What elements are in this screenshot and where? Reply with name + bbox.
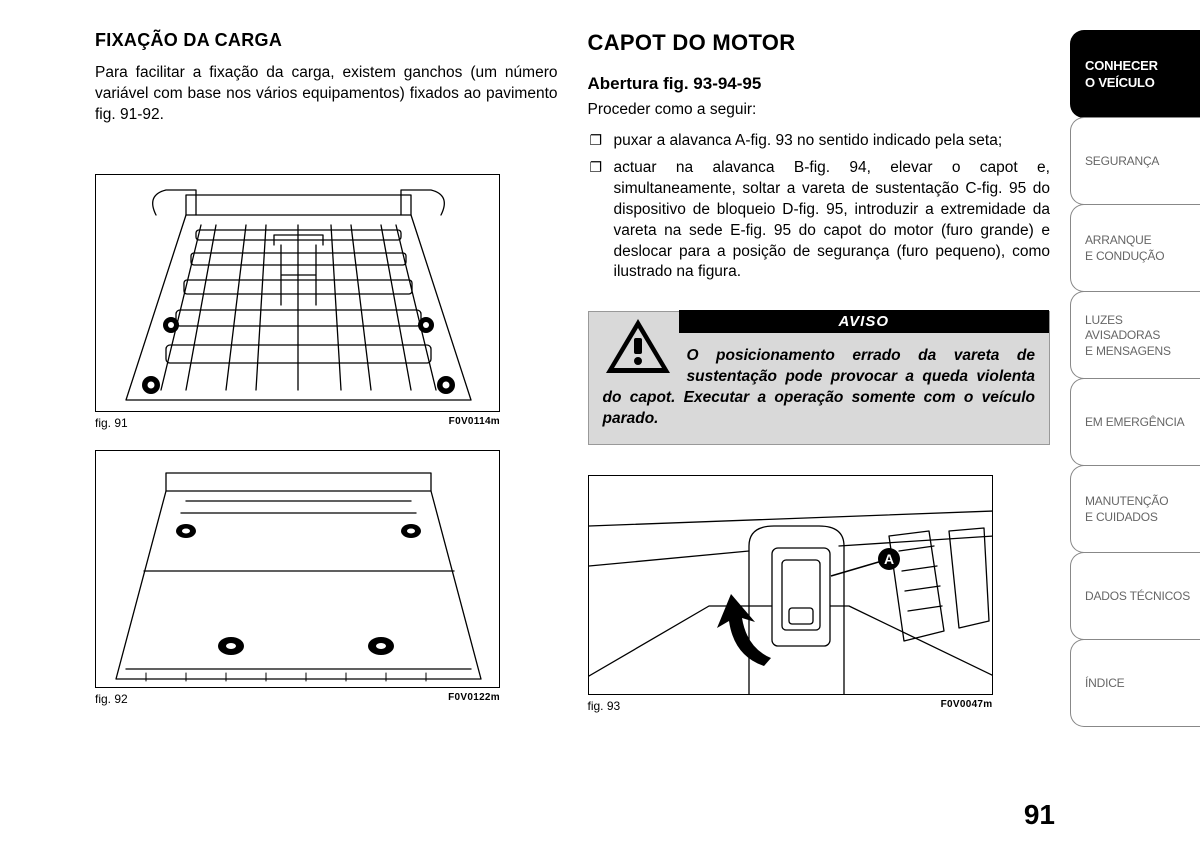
fig93-label: fig. 93 (588, 699, 621, 713)
tab-luzes[interactable]: LUZES AVISADORAS E MENSAGENS (1070, 291, 1200, 379)
lead-text: Proceder como a seguir: (588, 100, 1051, 121)
procedure-list: puxar a alavanca A-fig. 93 no sentido in… (588, 131, 1051, 283)
fig92-code: F0V0122m (448, 692, 500, 706)
page-number: 91 (1024, 799, 1055, 831)
fig91-label: fig. 91 (95, 416, 128, 430)
section-heading-capot: CAPOT DO MOTOR (588, 30, 1051, 56)
figure-91 (95, 174, 500, 412)
figure-92 (95, 450, 500, 688)
fig92-label: fig. 92 (95, 692, 128, 706)
fig91-code: F0V0114m (449, 416, 500, 430)
fixacao-paragraph: Para facilitar a fixação da carga, exist… (95, 63, 558, 126)
tab-manutencao[interactable]: MANUTENÇÃO E CUIDADOS (1070, 465, 1200, 553)
list-item: puxar a alavanca A-fig. 93 no sentido in… (590, 131, 1051, 152)
figure-93: A (588, 475, 993, 695)
section-heading-fixacao: FIXAÇÃO DA CARGA (95, 30, 558, 51)
figure-93-caption: fig. 93 F0V0047m (588, 699, 993, 713)
warning-icon (603, 316, 673, 378)
tab-seguranca[interactable]: SEGURANÇA (1070, 117, 1200, 205)
side-nav-tabs: CONHECER O VEÍCULO SEGURANÇA ARRANQUE E … (1070, 0, 1200, 845)
tab-conhecer[interactable]: CONHECER O VEÍCULO (1070, 30, 1200, 118)
tab-arranque[interactable]: ARRANQUE E CONDUÇÃO (1070, 204, 1200, 292)
warning-title: AVISO (679, 310, 1050, 333)
list-item: actuar na alavanca B-fig. 94, elevar o c… (590, 158, 1051, 284)
figure-92-caption: fig. 92 F0V0122m (95, 692, 500, 706)
subheading-abertura: Abertura fig. 93-94-95 (588, 74, 1051, 94)
tab-indice[interactable]: ÍNDICE (1070, 639, 1200, 727)
warning-box: AVISO O posicionamento errado da vareta … (588, 311, 1051, 445)
left-column: FIXAÇÃO DA CARGA Para facilitar a fixaçã… (95, 30, 558, 825)
figure-91-caption: fig. 91 F0V0114m (95, 416, 500, 430)
right-column: CAPOT DO MOTOR Abertura fig. 93-94-95 Pr… (588, 30, 1051, 825)
tab-emergencia[interactable]: EM EMERGÊNCIA (1070, 378, 1200, 466)
callout-a: A (883, 551, 893, 567)
fig93-code: F0V0047m (941, 699, 993, 713)
tab-dados[interactable]: DADOS TÉCNICOS (1070, 552, 1200, 640)
